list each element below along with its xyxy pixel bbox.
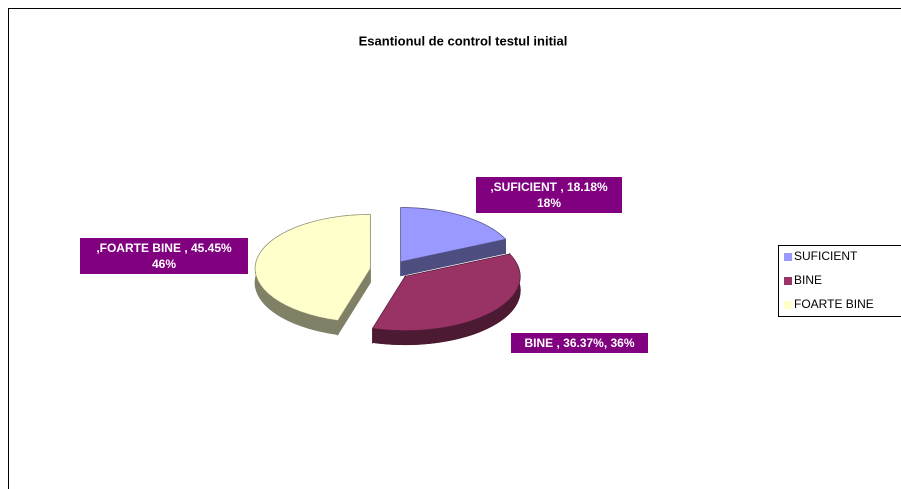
legend-box: [778, 245, 901, 317]
data-label: BINE , 36.37%, 36%: [511, 333, 648, 353]
slice: [372, 253, 521, 331]
slice: [400, 207, 506, 262]
legend-swatch: [784, 277, 792, 285]
legend-label: FOARTE BINE: [794, 297, 874, 311]
legend-swatch: [784, 253, 792, 261]
legend-swatch: [784, 301, 792, 309]
slice: [254, 214, 371, 321]
data-label: ,SUFICIENT , 18.18% 18%: [476, 177, 622, 213]
data-label: ,FOARTE BINE , 45.45% 46%: [80, 238, 248, 274]
chart-title: Esantionul de control testul initial: [359, 33, 568, 48]
legend-label: BINE: [794, 273, 822, 287]
legend-label: SUFICIENT: [794, 249, 858, 263]
